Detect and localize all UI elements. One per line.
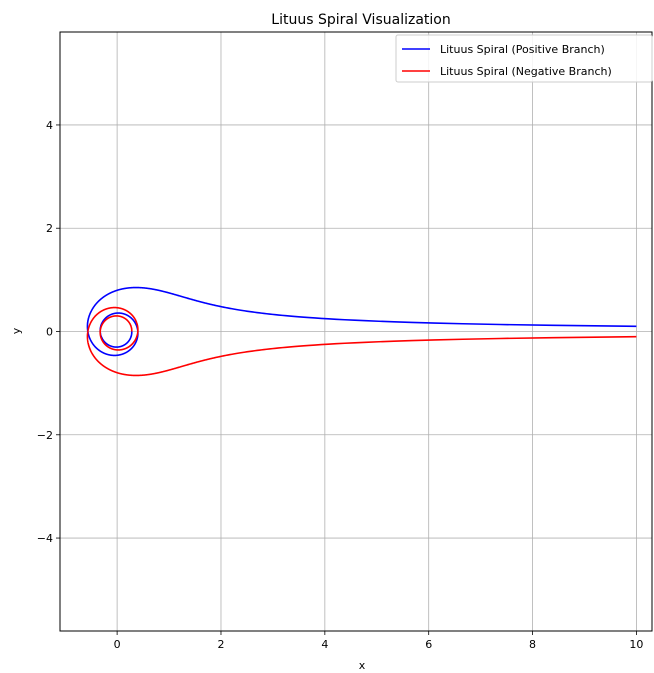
x-axis-label: x — [359, 659, 366, 672]
y-tick-label: 4 — [46, 119, 53, 132]
legend-box — [395, 34, 653, 83]
x-tick-label: 6 — [425, 638, 432, 651]
chart-title: Lituus Spiral Visualization — [271, 12, 450, 28]
y-tick-label: −2 — [37, 429, 53, 442]
tick-layer: 0 2 4 6 8 10 −4 −2 0 2 4 — [37, 119, 644, 651]
grid-layer — [60, 32, 652, 631]
legend-label-positive: Lituus Spiral (Positive Branch) — [440, 43, 605, 56]
x-tick-label: 8 — [529, 638, 536, 651]
legend-label-negative: Lituus Spiral (Negative Branch) — [440, 65, 612, 78]
x-tick-label: 10 — [629, 638, 643, 651]
series-line-negative — [86, 306, 637, 377]
x-tick-label: 0 — [114, 638, 121, 651]
x-tick-label: 2 — [217, 638, 224, 651]
legend: Lituus Spiral (Positive Branch) Lituus S… — [395, 34, 653, 83]
series-layer — [86, 286, 637, 377]
y-tick-label: 2 — [46, 222, 53, 235]
y-tick-label: 0 — [46, 326, 53, 339]
y-axis-label: y — [10, 327, 23, 334]
y-tick-label: −4 — [37, 532, 53, 545]
x-tick-label: 4 — [321, 638, 328, 651]
